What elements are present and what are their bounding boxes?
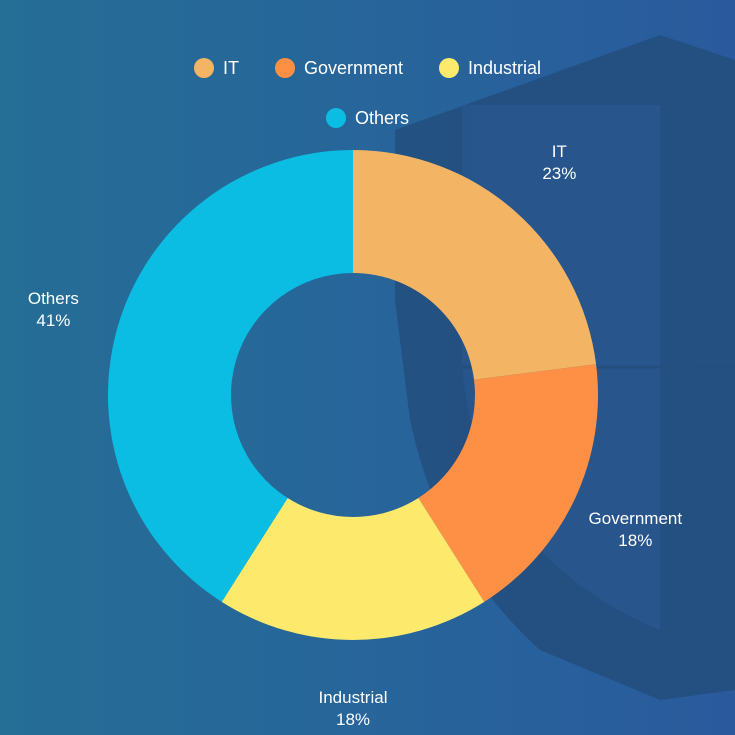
- legend-swatch-industrial: [439, 58, 459, 78]
- chart-legend: IT Government Industrial Others: [0, 54, 735, 132]
- legend-item-industrial[interactable]: Industrial: [439, 54, 541, 82]
- slice-industrial[interactable]: [221, 498, 485, 640]
- legend-label-government: Government: [303, 58, 403, 78]
- slice-label-it: IT: [552, 142, 567, 161]
- legend-item-government[interactable]: Government: [274, 54, 403, 82]
- slice-value-others: 41%: [36, 311, 70, 330]
- donut-slices: [108, 150, 598, 640]
- legend-swatch-government: [274, 58, 295, 78]
- legend-item-others[interactable]: Others: [325, 104, 410, 132]
- slice-value-it: 23%: [542, 164, 576, 183]
- slice-value-government: 18%: [618, 531, 652, 550]
- slice-label-government: Government: [589, 509, 683, 528]
- slice-others[interactable]: [108, 150, 354, 602]
- slice-value-industrial: 18%: [336, 710, 370, 729]
- legend-label-it: IT: [222, 58, 239, 78]
- legend-swatch-others: [325, 108, 346, 128]
- legend-label-industrial: Industrial: [468, 58, 542, 78]
- slice-label-others: Others: [28, 289, 79, 308]
- slice-it[interactable]: [353, 150, 597, 380]
- slice-label-industrial: Industrial: [319, 688, 388, 707]
- slice-government[interactable]: [418, 364, 598, 602]
- legend-swatch-it: [193, 58, 214, 78]
- legend-label-others: Others: [354, 108, 410, 128]
- slice-labels: IT 23% Government 18% Industrial 18% Others 41%: [28, 142, 682, 729]
- legend-item-it[interactable]: IT: [193, 54, 239, 82]
